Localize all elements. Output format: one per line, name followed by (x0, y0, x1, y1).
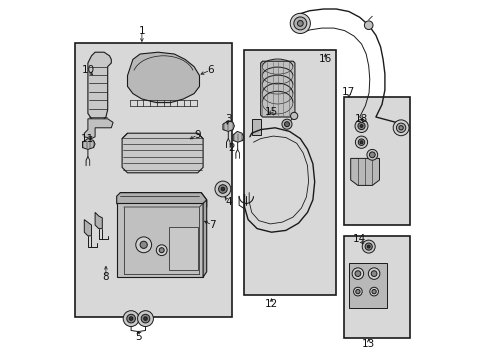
Polygon shape (350, 158, 379, 185)
Circle shape (359, 141, 362, 144)
Polygon shape (88, 52, 111, 122)
Text: 3: 3 (224, 114, 231, 124)
Circle shape (221, 187, 224, 191)
Circle shape (355, 136, 367, 148)
Circle shape (357, 122, 365, 130)
Circle shape (369, 287, 378, 296)
Circle shape (293, 17, 306, 30)
Circle shape (156, 245, 167, 256)
Circle shape (136, 237, 151, 253)
Text: 18: 18 (354, 114, 367, 124)
Polygon shape (84, 220, 91, 236)
Text: 5: 5 (135, 332, 142, 342)
Circle shape (370, 271, 376, 276)
Text: 15: 15 (264, 107, 278, 117)
Circle shape (371, 289, 375, 294)
Text: 11: 11 (81, 134, 94, 144)
Circle shape (282, 119, 291, 129)
Text: 2: 2 (228, 143, 235, 153)
Polygon shape (251, 119, 260, 135)
Circle shape (215, 181, 230, 197)
Circle shape (398, 126, 403, 130)
Polygon shape (117, 193, 206, 211)
Circle shape (297, 21, 303, 26)
Polygon shape (203, 200, 206, 277)
Polygon shape (168, 227, 197, 270)
Polygon shape (82, 139, 95, 149)
Circle shape (396, 123, 405, 132)
Polygon shape (260, 61, 294, 117)
Text: 4: 4 (224, 197, 231, 207)
Circle shape (143, 317, 147, 320)
Text: 1: 1 (138, 26, 145, 36)
Circle shape (137, 311, 153, 327)
Circle shape (359, 125, 362, 127)
Circle shape (354, 120, 367, 132)
Text: 13: 13 (361, 339, 375, 349)
Circle shape (126, 314, 135, 323)
Polygon shape (117, 203, 203, 277)
Circle shape (366, 149, 377, 160)
Circle shape (353, 287, 362, 296)
Polygon shape (232, 131, 244, 142)
Circle shape (141, 314, 149, 323)
Text: 12: 12 (264, 299, 278, 309)
Text: 10: 10 (81, 65, 94, 75)
Text: 7: 7 (208, 220, 215, 230)
Text: 14: 14 (352, 234, 366, 244)
Circle shape (354, 271, 360, 276)
Circle shape (123, 311, 139, 327)
Circle shape (364, 21, 372, 30)
Circle shape (289, 13, 310, 33)
Circle shape (367, 268, 379, 279)
Circle shape (284, 122, 289, 127)
Circle shape (129, 317, 133, 320)
Polygon shape (95, 212, 102, 229)
Bar (343, 97, 409, 225)
Circle shape (159, 248, 164, 253)
Circle shape (368, 152, 374, 158)
Text: 16: 16 (318, 54, 331, 64)
Circle shape (362, 240, 374, 253)
Text: 8: 8 (102, 272, 109, 282)
Text: 9: 9 (194, 130, 201, 140)
Circle shape (218, 185, 227, 193)
Circle shape (355, 289, 359, 294)
Circle shape (392, 120, 408, 136)
Polygon shape (223, 121, 234, 131)
Bar (244, 50, 336, 295)
Bar (75, 43, 231, 317)
Polygon shape (348, 263, 386, 308)
Circle shape (365, 243, 371, 250)
Circle shape (290, 112, 297, 120)
Circle shape (351, 268, 363, 279)
Polygon shape (122, 133, 203, 173)
Circle shape (140, 241, 147, 248)
Text: 6: 6 (206, 65, 213, 75)
Polygon shape (127, 52, 199, 103)
Circle shape (366, 245, 369, 248)
Bar (343, 236, 409, 338)
Circle shape (358, 139, 364, 145)
Polygon shape (84, 119, 113, 139)
Text: 17: 17 (342, 87, 355, 97)
